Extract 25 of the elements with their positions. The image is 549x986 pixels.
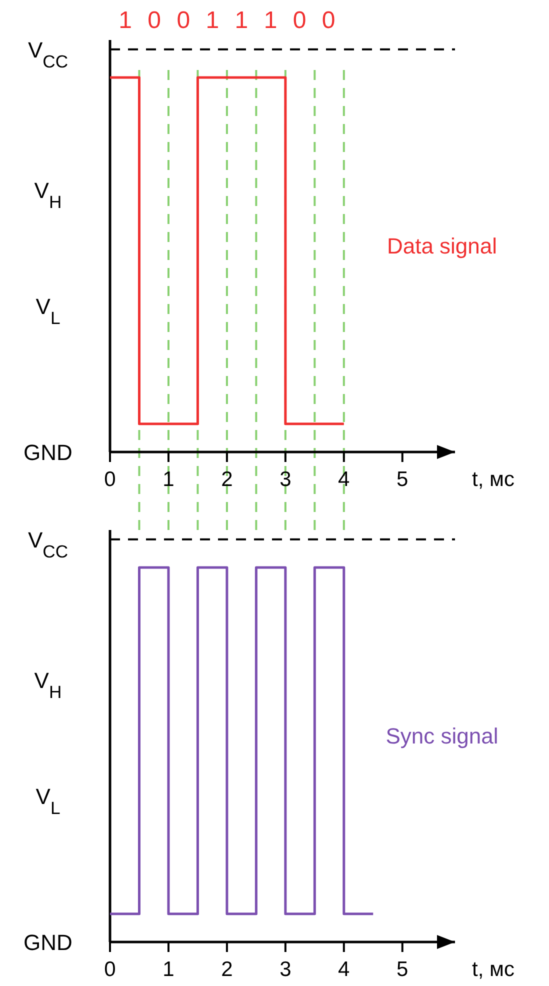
x-tick-label: 3 <box>280 468 292 491</box>
text: Data signal <box>386 233 498 258</box>
text: GND <box>24 930 72 955</box>
text: V$_{CC}$ <box>28 527 68 562</box>
x-tick-label: 4 <box>338 468 350 491</box>
text: V$_{CC}$ <box>28 37 68 72</box>
text: V$_{L}$ <box>36 784 60 818</box>
x-axis-title: t, мс <box>472 468 514 491</box>
x-tick-label: 0 <box>104 468 116 491</box>
x-tick-label: 3 <box>280 958 292 981</box>
x-tick-label: 0 <box>104 958 116 981</box>
x-tick-label: 1 <box>162 958 174 981</box>
series-label: Sync signal <box>386 723 498 748</box>
x-tick-label: 2 <box>221 468 233 491</box>
x-tick-label: 2 <box>221 958 233 981</box>
x-tick-label: 1 <box>162 468 174 491</box>
x-tick-label: 5 <box>396 468 408 491</box>
text: V$_{H}$ <box>34 178 62 212</box>
x-tick-label: 4 <box>338 958 350 981</box>
text: V$_{H}$ <box>34 668 62 702</box>
x-axis-title: t, мс <box>472 958 514 981</box>
x-tick-label: 5 <box>396 958 408 981</box>
text: V$_{L}$ <box>36 294 60 328</box>
text: GND <box>24 440 72 465</box>
text: 1 0 0 1 1 1 0 0 <box>118 7 336 34</box>
